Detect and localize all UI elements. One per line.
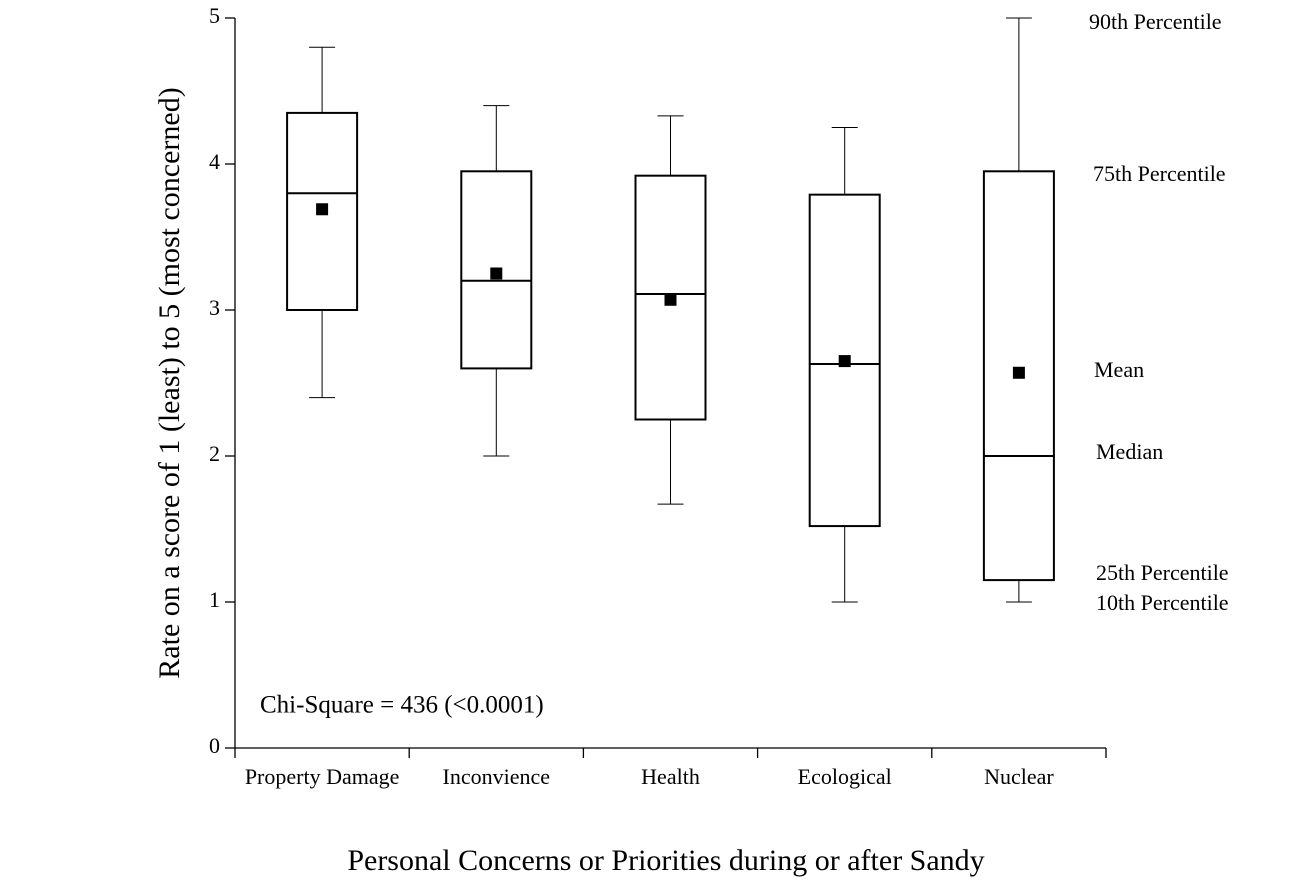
- chi-square-annotation: Chi-Square = 436 (<0.0001): [260, 692, 544, 719]
- x-category-label: Health: [641, 764, 700, 789]
- mean-marker: [838, 355, 851, 368]
- y-tick-label: 5: [209, 3, 220, 28]
- x-axis-ticks: Property Damage Inconvience Health Ecologic…: [234, 748, 1107, 789]
- box-ecological: [808, 127, 881, 603]
- legend-entry: 75th Percentile: [1093, 161, 1226, 186]
- legend-entry: 90th Percentile: [1089, 9, 1222, 34]
- x-axis-title: Personal Concerns or Priorities during o…: [347, 844, 984, 877]
- mean-marker: [1012, 366, 1025, 379]
- legend-entry: Mean: [1094, 357, 1144, 382]
- y-tick-label: 4: [209, 149, 220, 174]
- y-tick-label: 3: [209, 295, 220, 320]
- box-inconvience: [460, 105, 533, 457]
- x-category-label: Inconvience: [443, 764, 551, 789]
- box-nuclear: [982, 17, 1055, 603]
- x-category-label: Property Damage: [245, 764, 400, 789]
- y-tick-label: 0: [209, 733, 220, 758]
- legend: 90th Percentile 75th Percentile Mean Median…: [1089, 9, 1229, 615]
- mean-marker: [490, 267, 503, 280]
- mean-marker: [664, 293, 677, 306]
- legend-entry: 25th Percentile: [1096, 560, 1229, 585]
- y-tick-label: 2: [209, 441, 220, 466]
- y-tick-label: 1: [209, 587, 220, 612]
- y-axis-title: Rate on a score of 1 (least) to 5 (most …: [153, 87, 186, 678]
- legend-entry: 10th Percentile: [1096, 590, 1229, 615]
- legend-entry: Median: [1096, 439, 1163, 464]
- box-property-damage: [286, 46, 359, 399]
- mean-marker: [316, 203, 329, 216]
- x-category-label: Ecological: [798, 764, 892, 789]
- box-health: [634, 115, 707, 505]
- box-series: [286, 17, 1055, 603]
- y-axis-ticks: 0 1 2 3 4 5: [209, 3, 235, 758]
- x-category-label: Nuclear: [984, 764, 1054, 789]
